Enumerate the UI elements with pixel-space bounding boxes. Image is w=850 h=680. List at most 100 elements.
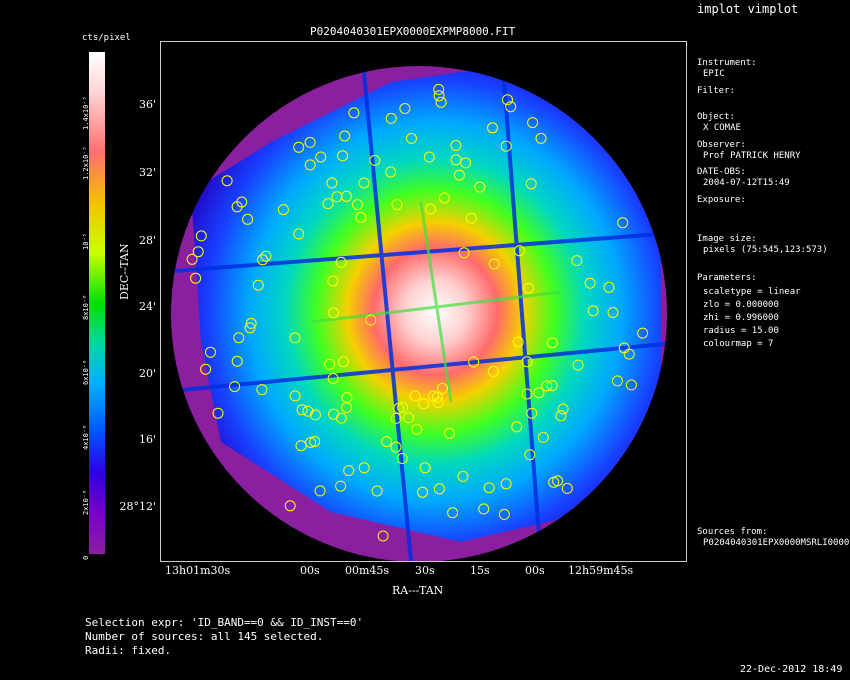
source-marker: [335, 256, 347, 268]
y-tick-label: 32': [138, 166, 156, 179]
parameters-label: Parameters:: [697, 273, 757, 283]
source-marker: [221, 175, 233, 187]
source-marker: [447, 507, 459, 519]
source-marker: [260, 250, 272, 262]
source-marker: [546, 380, 558, 392]
source-marker: [617, 217, 629, 229]
source-marker: [245, 317, 257, 329]
image-size-label: Image size:: [697, 234, 757, 244]
colorbar: [89, 52, 105, 554]
source-marker: [340, 190, 352, 202]
source-marker: [335, 480, 347, 492]
source-marker: [419, 462, 431, 474]
source-marker: [450, 140, 462, 151]
source-marker: [212, 407, 224, 419]
source-marker: [561, 482, 573, 494]
x-axis-label: RA---TAN: [392, 584, 444, 597]
source-marker: [541, 380, 553, 392]
radii-mode: Radii: fixed.: [85, 644, 172, 657]
source-marker: [192, 246, 204, 258]
param-scaletype: scaletype = linear: [703, 287, 801, 297]
source-marker: [527, 117, 539, 129]
source-marker: [293, 228, 305, 240]
observer-label: Observer:: [697, 140, 746, 150]
source-marker: [399, 103, 411, 114]
source-marker: [468, 356, 480, 368]
source-marker: [511, 421, 523, 433]
source-marker: [314, 485, 326, 497]
exposure-label: Exposure:: [697, 195, 746, 205]
image-filename: P0204040301EPX0000EXPMP8000.FIT: [310, 25, 516, 38]
source-marker: [618, 342, 630, 354]
source-marker: [458, 247, 470, 259]
source-marker: [393, 402, 405, 414]
source-marker: [433, 90, 445, 102]
source-marker: [244, 322, 256, 334]
y-tick-label: 28': [138, 234, 156, 247]
source-marker: [295, 440, 307, 452]
source-marker: [348, 107, 360, 119]
source-marker: [584, 277, 596, 289]
source-marker: [552, 475, 564, 487]
colorbar-tick-label: 4x10⁻⁶: [82, 424, 90, 450]
source-marker: [502, 94, 513, 106]
source-marker: [396, 453, 408, 464]
y-tick-label: 20': [138, 367, 156, 380]
source-marker: [438, 192, 450, 204]
source-marker: [587, 305, 599, 317]
source-marker: [572, 359, 584, 371]
source-marker: [390, 441, 402, 453]
app-title: implot vimplot: [697, 2, 799, 16]
source-marker: [304, 136, 316, 148]
source-marker: [435, 96, 447, 108]
source-marker: [385, 112, 397, 124]
source-marker: [205, 346, 216, 358]
sky-image-plot[interactable]: [160, 41, 687, 562]
source-marker: [335, 412, 347, 424]
source-marker: [200, 363, 212, 375]
source-marker: [526, 407, 538, 419]
instrument-label: Instrument:: [697, 58, 757, 68]
timestamp: 22-Dec-2012 18:49: [740, 664, 843, 675]
source-marker: [433, 83, 445, 95]
source-marker: [229, 381, 241, 393]
source-marker: [537, 431, 549, 443]
object-value: X COMAE: [703, 123, 741, 133]
source-marker: [483, 482, 495, 494]
source-marker: [524, 449, 536, 461]
source-marker: [505, 101, 517, 113]
source-marker: [409, 390, 421, 402]
source-marker: [525, 178, 537, 190]
source-marker: [326, 177, 338, 189]
source-marker: [337, 150, 349, 162]
source-marker: [465, 212, 477, 224]
source-marker: [397, 401, 409, 413]
source-marker: [252, 279, 264, 291]
sources-value: P0204040301EPX0000MSRLI0000.F: [703, 538, 850, 548]
colorbar-tick-label: 1.4x10⁻⁵: [82, 96, 90, 130]
source-marker: [423, 151, 435, 163]
source-count: Number of sources: all 145 selected.: [85, 630, 324, 643]
source-marker: [190, 272, 202, 284]
x-tick-label: 30s: [415, 564, 435, 577]
source-marker: [289, 332, 301, 344]
source-marker: [391, 199, 403, 211]
x-tick-label: 00s: [300, 564, 320, 577]
colorbar-tick-label: 0: [82, 555, 90, 560]
x-tick-label: 00m45s: [345, 564, 390, 577]
source-marker: [444, 427, 455, 439]
date-obs-value: 2004-07-12T15:49: [703, 178, 790, 188]
param-zhi: zhi = 0.996000: [703, 313, 779, 323]
source-marker: [500, 478, 512, 490]
source-marker: [324, 358, 336, 370]
source-marker: [390, 412, 402, 424]
source-marker: [358, 177, 370, 189]
param-colourmap: colourmap = 7: [703, 339, 774, 349]
x-tick-label: 13h01m30s: [165, 564, 231, 577]
y-tick-label: 24': [138, 300, 156, 313]
source-marker: [557, 403, 569, 415]
colorbar-tick-label: 2x10⁻⁶: [82, 489, 90, 515]
image-size-value: pixels (75:545,123:573): [703, 245, 828, 255]
source-marker: [425, 203, 437, 215]
source-marker: [571, 255, 583, 267]
